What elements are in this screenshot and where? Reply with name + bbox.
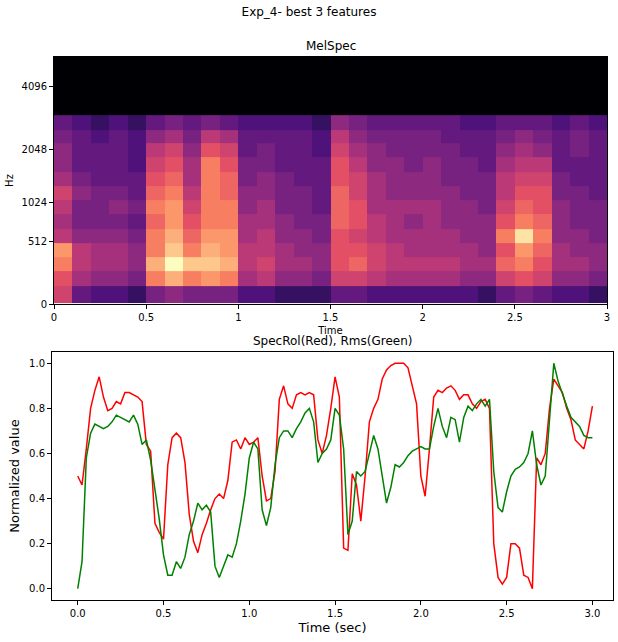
svg-text:1.0: 1.0 — [241, 608, 257, 619]
svg-text:0: 0 — [41, 299, 47, 310]
svg-text:0.8: 0.8 — [29, 403, 45, 414]
svg-text:0.0: 0.0 — [70, 608, 86, 619]
svg-text:Time: Time — [317, 325, 342, 336]
svg-text:1: 1 — [235, 312, 241, 323]
svg-text:2.0: 2.0 — [413, 608, 429, 619]
svg-text:SpecRol(Red), Rms(Green): SpecRol(Red), Rms(Green) — [253, 334, 412, 348]
svg-text:2: 2 — [419, 312, 425, 323]
svg-text:0.6: 0.6 — [29, 448, 45, 459]
svg-text:1.0: 1.0 — [29, 358, 45, 369]
svg-text:2048: 2048 — [22, 144, 47, 155]
svg-text:0.0: 0.0 — [29, 583, 45, 594]
svg-text:Exp_4- best 3 features: Exp_4- best 3 features — [242, 5, 377, 19]
svg-text:2.5: 2.5 — [499, 608, 515, 619]
svg-text:MelSpec: MelSpec — [306, 39, 356, 53]
svg-text:0.4: 0.4 — [29, 493, 45, 504]
svg-text:0.5: 0.5 — [156, 608, 172, 619]
svg-text:4096: 4096 — [22, 81, 47, 92]
svg-text:Normalized value: Normalized value — [7, 419, 22, 532]
svg-text:3: 3 — [604, 312, 610, 323]
svg-text:1024: 1024 — [22, 197, 47, 208]
svg-text:Hz: Hz — [4, 174, 15, 187]
svg-text:0: 0 — [51, 312, 57, 323]
svg-text:0.5: 0.5 — [138, 312, 154, 323]
svg-text:2.5: 2.5 — [507, 312, 523, 323]
svg-text:Time (sec): Time (sec) — [297, 620, 366, 635]
svg-text:3.0: 3.0 — [584, 608, 600, 619]
svg-text:1.5: 1.5 — [327, 608, 343, 619]
svg-text:1.5: 1.5 — [323, 312, 339, 323]
svg-text:512: 512 — [28, 236, 47, 247]
svg-text:0.2: 0.2 — [29, 538, 45, 549]
